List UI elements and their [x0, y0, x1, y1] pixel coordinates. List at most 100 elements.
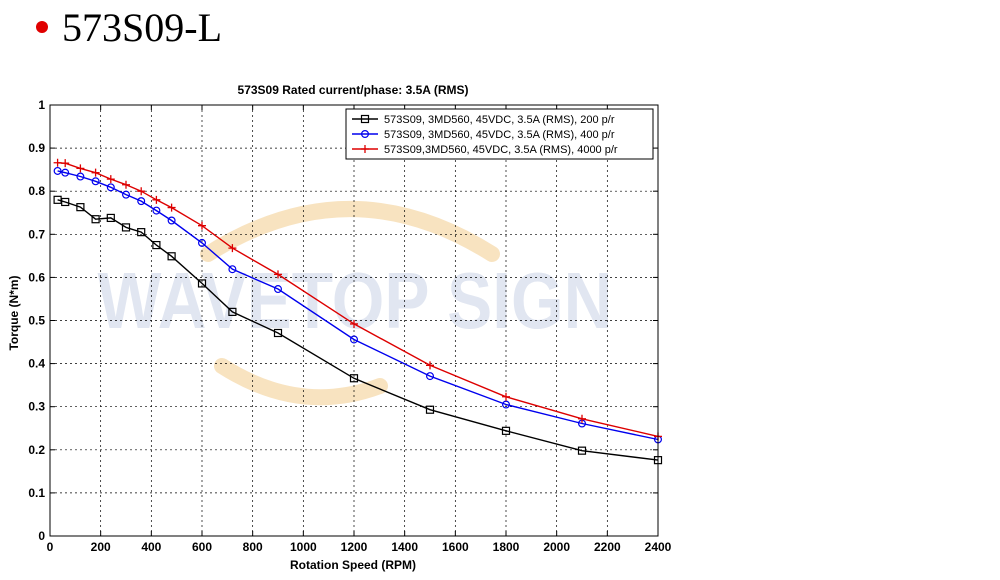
page-heading: 573S09-L — [36, 4, 222, 50]
x-tick-label: 2200 — [594, 540, 621, 554]
series-3 — [53, 158, 662, 441]
watermark-arc-top — [200, 201, 500, 262]
y-tick-label: 0.8 — [28, 184, 45, 198]
legend-item: 573S09, 3MD560, 45VDC, 3.5A (RMS), 200 p… — [352, 114, 615, 126]
data-point — [273, 328, 283, 338]
data-point — [106, 183, 115, 192]
legend-label: 573S09,3MD560, 45VDC, 3.5A (RMS), 4000 p… — [384, 144, 618, 156]
chart-container: 573S09 Rated current/phase: 3.5A (RMS) W… — [0, 76, 690, 575]
y-tick-label: 0.3 — [28, 400, 45, 414]
data-point — [76, 172, 85, 181]
x-tick-label: 1000 — [290, 540, 317, 554]
data-point — [91, 215, 100, 224]
data-point — [122, 180, 130, 189]
x-tick-label: 1800 — [493, 540, 520, 554]
data-point — [121, 190, 130, 199]
legend-item: 573S09, 3MD560, 45VDC, 3.5A (RMS), 400 p… — [352, 129, 615, 141]
x-tick-label: 1600 — [442, 540, 469, 554]
series-group — [53, 158, 663, 465]
data-point — [228, 265, 237, 274]
data-point — [578, 414, 586, 423]
data-point — [91, 177, 100, 186]
data-point — [53, 195, 62, 204]
data-point — [502, 392, 510, 401]
series-line — [57, 170, 659, 441]
data-point — [425, 405, 435, 414]
legend-marker — [361, 145, 369, 153]
data-point — [61, 197, 70, 207]
y-tick-label: 0.6 — [28, 270, 45, 284]
x-tick-label: 600 — [192, 540, 212, 554]
data-point — [53, 166, 62, 175]
watermark-text: WAVETOP SIGN — [98, 256, 613, 345]
data-point — [137, 228, 146, 237]
data-point — [137, 187, 146, 196]
legend-item: 573S09,3MD560, 45VDC, 3.5A (RMS), 4000 p… — [352, 144, 618, 156]
data-point — [106, 175, 115, 184]
legend-marker — [360, 114, 370, 124]
data-point — [350, 319, 358, 328]
x-tick-label: 0 — [47, 540, 54, 554]
legend-box — [345, 108, 654, 160]
legend-label: 573S09, 3MD560, 45VDC, 3.5A (RMS), 400 p… — [384, 129, 615, 141]
y-tick-label: 0.9 — [28, 141, 45, 155]
data-point — [577, 446, 587, 455]
x-tick-label: 1200 — [341, 540, 368, 554]
x-tick-label: 1400 — [391, 540, 418, 554]
watermark-arc-bottom — [214, 358, 388, 406]
torque-speed-chart: 573S09 Rated current/phase: 3.5A (RMS) W… — [7, 83, 672, 572]
data-point — [426, 361, 434, 370]
y-tick-label: 0.1 — [28, 486, 45, 500]
y-tick-label: 1 — [38, 98, 45, 112]
data-point — [53, 158, 62, 167]
data-point — [152, 195, 161, 204]
axes: 0 200 400 600 800 1000 1200 1400 1600 1800 2000 220… — [28, 98, 671, 554]
data-point — [121, 223, 131, 232]
data-point — [152, 206, 161, 215]
data-point — [167, 203, 176, 212]
legend-marker — [361, 129, 370, 138]
data-point — [197, 279, 207, 288]
y-tick-label: 0 — [38, 529, 45, 543]
data-point — [228, 244, 237, 253]
y-tick-label: 0.5 — [28, 314, 45, 328]
grid — [50, 105, 658, 536]
data-point — [76, 164, 85, 173]
y-tick-label: 0.7 — [28, 227, 45, 241]
series-line — [57, 199, 659, 461]
x-tick-label: 2000 — [543, 540, 570, 554]
watermark: WAVETOP SIGN — [98, 201, 613, 406]
y-axis-label: Torque (N*m) — [7, 275, 21, 350]
data-point — [152, 240, 161, 250]
data-point — [274, 285, 283, 294]
data-point — [426, 372, 435, 381]
x-tick-label: 200 — [91, 540, 111, 554]
series-2 — [53, 166, 662, 444]
data-point — [61, 168, 70, 177]
bullet-dot — [36, 21, 48, 33]
chart-title: 573S09 Rated current/phase: 3.5A (RMS) — [238, 83, 469, 97]
data-point — [350, 335, 359, 344]
data-point — [106, 213, 115, 223]
data-point — [167, 252, 176, 261]
x-tick-label: 800 — [243, 540, 263, 554]
legend: 573S09, 3MD560, 45VDC, 3.5A (RMS), 200 p… — [345, 108, 654, 160]
data-point — [167, 216, 176, 225]
page-title: 573S09-L — [62, 4, 222, 50]
data-point — [198, 221, 206, 230]
data-point — [61, 159, 70, 168]
data-point — [137, 197, 146, 206]
data-point — [274, 270, 282, 279]
data-point — [502, 400, 511, 409]
y-tick-label: 0.2 — [28, 443, 45, 457]
y-tick-label: 0.4 — [28, 357, 45, 371]
data-point — [198, 238, 207, 247]
data-point — [501, 426, 511, 435]
data-point — [349, 374, 359, 383]
data-point — [91, 168, 100, 177]
data-point — [76, 203, 85, 212]
legend-label: 573S09, 3MD560, 45VDC, 3.5A (RMS), 200 p… — [384, 114, 615, 126]
x-tick-label: 2400 — [645, 540, 672, 554]
data-point — [228, 307, 237, 316]
x-tick-label: 400 — [141, 540, 161, 554]
